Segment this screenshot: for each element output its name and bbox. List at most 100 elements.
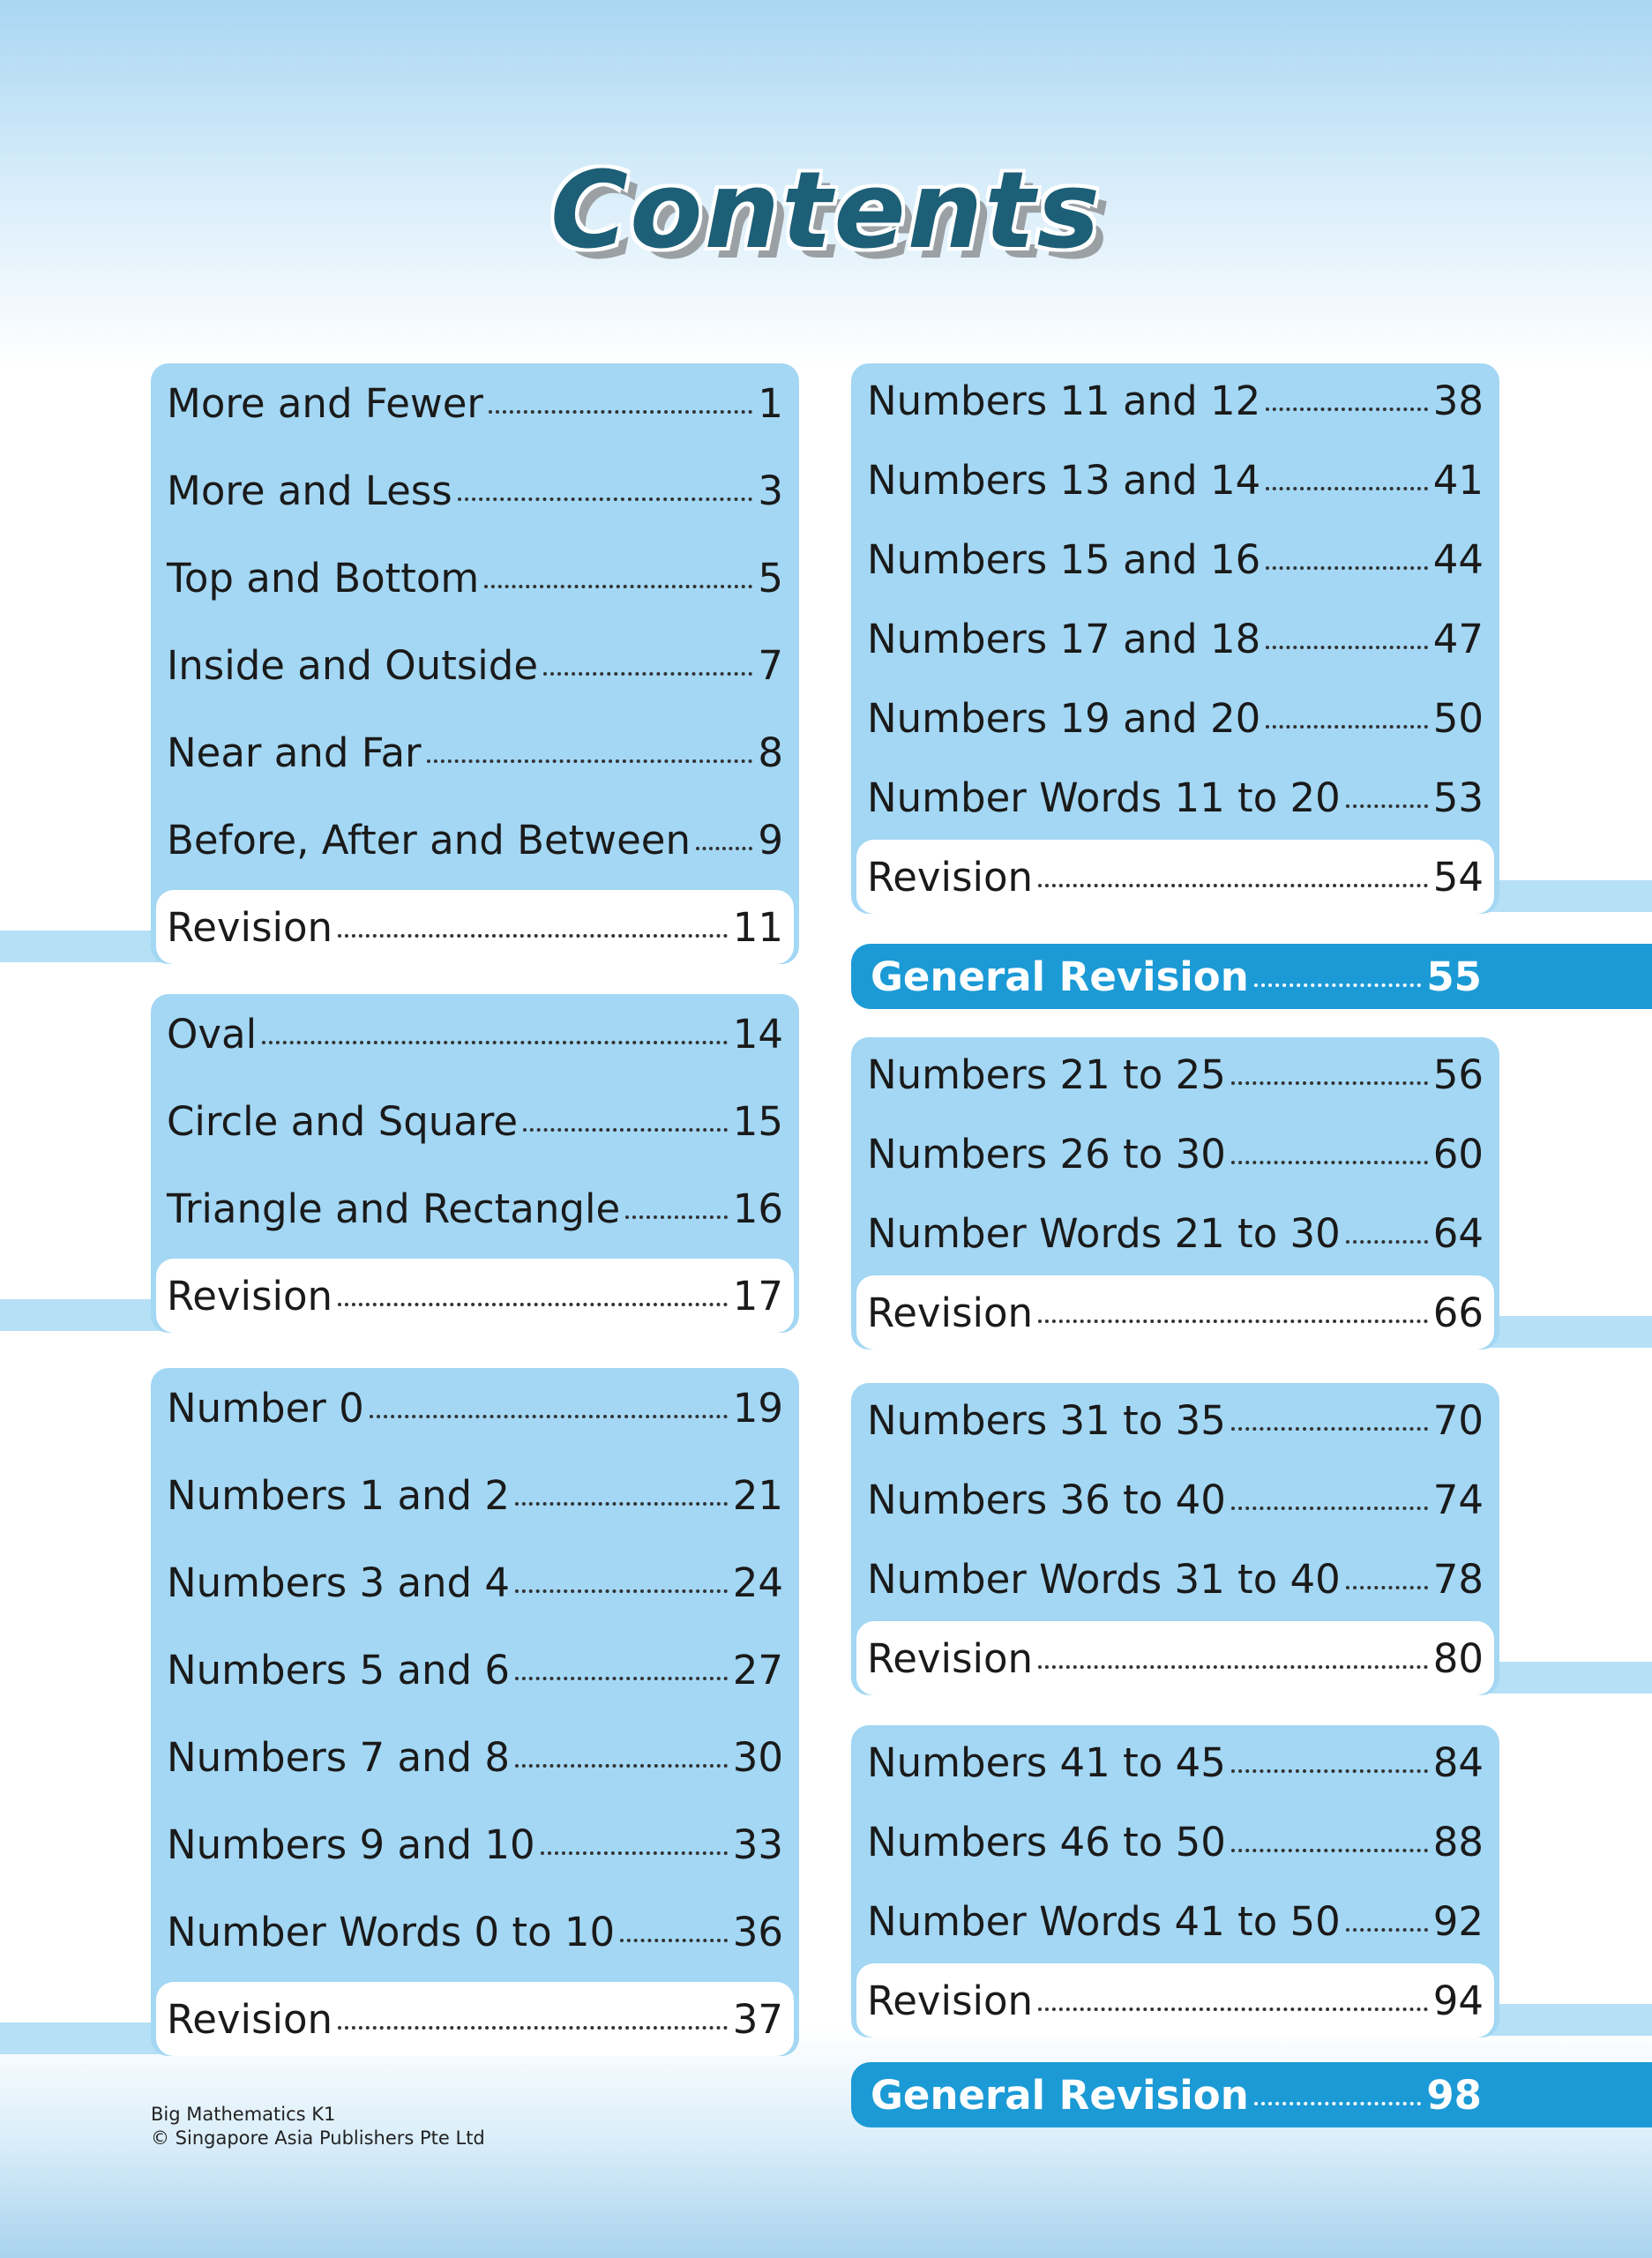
dot-leader [338, 1303, 728, 1306]
toc-row: Revision 54 [867, 840, 1484, 914]
dot-leader [625, 1215, 728, 1219]
toc-row: Inside and Outside 7 [167, 622, 783, 709]
toc-row: Numbers 26 to 30 60 [867, 1114, 1484, 1193]
dot-leader [1230, 1081, 1428, 1085]
toc-row: Number 0 19 [167, 1365, 783, 1452]
toc-page: 74 [1432, 1476, 1484, 1523]
toc-label: Numbers 3 and 4 [167, 1559, 511, 1606]
toc-row: Numbers 41 to 45 84 [867, 1723, 1484, 1802]
dot-leader [1230, 1849, 1428, 1852]
dot-leader [1038, 1320, 1428, 1323]
toc-label: Revision [167, 1272, 333, 1320]
toc-label: Numbers 13 and 14 [867, 456, 1261, 504]
dot-leader [1266, 407, 1428, 411]
toc-page: 92 [1432, 1897, 1484, 1945]
toc-row: Number Words 0 to 10 36 [167, 1888, 783, 1976]
general-revision-bar: General Revision 55 [851, 944, 1652, 1009]
revision-box [856, 1963, 1494, 2037]
stripe [1482, 2004, 1652, 2036]
toc-page: 64 [1432, 1209, 1484, 1257]
toc-label: Numbers 41 to 45 [867, 1738, 1226, 1786]
dot-leader [695, 847, 753, 850]
revision-box [156, 1982, 794, 2056]
stripe [1482, 1662, 1652, 1694]
toc-page: 5 [758, 554, 783, 602]
dot-leader [484, 585, 753, 588]
dot-leader [1345, 804, 1428, 808]
toc-page: 78 [1432, 1555, 1484, 1603]
revision-box [156, 1259, 794, 1333]
toc-page: 88 [1432, 1818, 1484, 1865]
toc-page: 8 [758, 729, 783, 776]
revision-box [156, 890, 794, 964]
toc-row: Numbers 36 to 40 74 [867, 1460, 1484, 1539]
toc-row: Number Words 21 to 30 64 [867, 1193, 1484, 1273]
toc-row: Numbers 3 and 4 24 [167, 1539, 783, 1626]
toc-row: Numbers 46 to 50 88 [867, 1802, 1484, 1881]
toc-page: 50 [1432, 694, 1484, 742]
dot-leader [540, 1851, 728, 1855]
toc-label: Revision [867, 853, 1034, 901]
toc-label: More and Less [167, 467, 452, 514]
dot-leader [488, 410, 753, 414]
toc-group: Numbers 21 to 25 56 Numbers 26 to 30 60 Numb… [851, 1037, 1499, 1350]
toc-label: Number Words 0 to 10 [167, 1908, 616, 1955]
dot-leader [457, 497, 753, 501]
dot-leader [1230, 1427, 1428, 1431]
dot-leader [1038, 1665, 1428, 1669]
toc-row: Numbers 19 and 20 50 [867, 678, 1484, 758]
toc-row: Revision 94 [867, 1963, 1484, 2037]
dot-leader [620, 1939, 728, 1942]
dot-leader [369, 1415, 728, 1418]
toc-page: 38 [1432, 377, 1484, 424]
toc-page: 94 [1432, 1977, 1484, 2024]
toc-row: Top and Bottom 5 [167, 535, 783, 622]
toc-page: 27 [732, 1646, 783, 1694]
toc-label: Numbers 7 and 8 [167, 1733, 511, 1781]
revision-box [856, 1275, 1494, 1350]
dot-leader [1266, 566, 1428, 570]
toc-row: Numbers 15 and 16 44 [867, 520, 1484, 599]
toc-page: 36 [732, 1908, 783, 1955]
toc-label: Revision [867, 1977, 1034, 2024]
dot-leader [262, 1041, 728, 1044]
dot-leader [1230, 1507, 1428, 1510]
toc-page: 60 [1432, 1130, 1484, 1178]
toc-label: Numbers 5 and 6 [167, 1646, 511, 1694]
toc-page: 17 [732, 1272, 783, 1320]
toc-row: Revision 80 [867, 1621, 1484, 1695]
toc-row: More and Less 3 [167, 447, 783, 535]
toc-page: 3 [758, 467, 783, 514]
toc-page: 41 [1432, 456, 1484, 504]
toc-label: Revision [867, 1634, 1034, 1682]
dot-leader [338, 934, 728, 938]
toc-row: Triangle and Rectangle 16 [167, 1165, 783, 1252]
revision-box [856, 840, 1494, 914]
toc-group: Numbers 41 to 45 84 Numbers 46 to 50 88 Numb… [851, 1725, 1499, 2037]
dot-leader [523, 1128, 728, 1132]
toc-row: Numbers 21 to 25 56 [867, 1035, 1484, 1114]
toc-page: 56 [1432, 1050, 1484, 1098]
dot-leader [543, 672, 753, 676]
toc-group: More and Fewer 1 More and Less 3 Top and Bot… [151, 363, 799, 964]
toc-page: 33 [732, 1821, 783, 1868]
toc-label: Numbers 21 to 25 [867, 1050, 1226, 1098]
toc-group: Numbers 31 to 35 70 Numbers 36 to 40 74 Numb… [851, 1383, 1499, 1695]
toc-label: Numbers 26 to 30 [867, 1130, 1226, 1178]
toc-row: Number Words 31 to 40 78 [867, 1539, 1484, 1619]
toc-label: Numbers 9 and 10 [167, 1821, 535, 1868]
toc-row: Oval 14 [167, 991, 783, 1078]
toc-page: 80 [1432, 1634, 1484, 1682]
toc-page: 70 [1432, 1396, 1484, 1444]
toc-row: Revision 17 [167, 1259, 783, 1333]
toc-label: Number Words 31 to 40 [867, 1555, 1341, 1603]
general-revision-bar: General Revision 98 [851, 2062, 1652, 2127]
dot-leader [1266, 487, 1428, 490]
toc-page: 66 [1432, 1289, 1484, 1336]
dot-leader [1345, 1586, 1428, 1589]
toc-label: Number Words 21 to 30 [867, 1209, 1341, 1257]
toc-row: Numbers 9 and 10 33 [167, 1801, 783, 1888]
toc-page: 30 [732, 1733, 783, 1781]
dot-leader [1038, 884, 1428, 887]
toc-label: Inside and Outside [167, 641, 539, 689]
